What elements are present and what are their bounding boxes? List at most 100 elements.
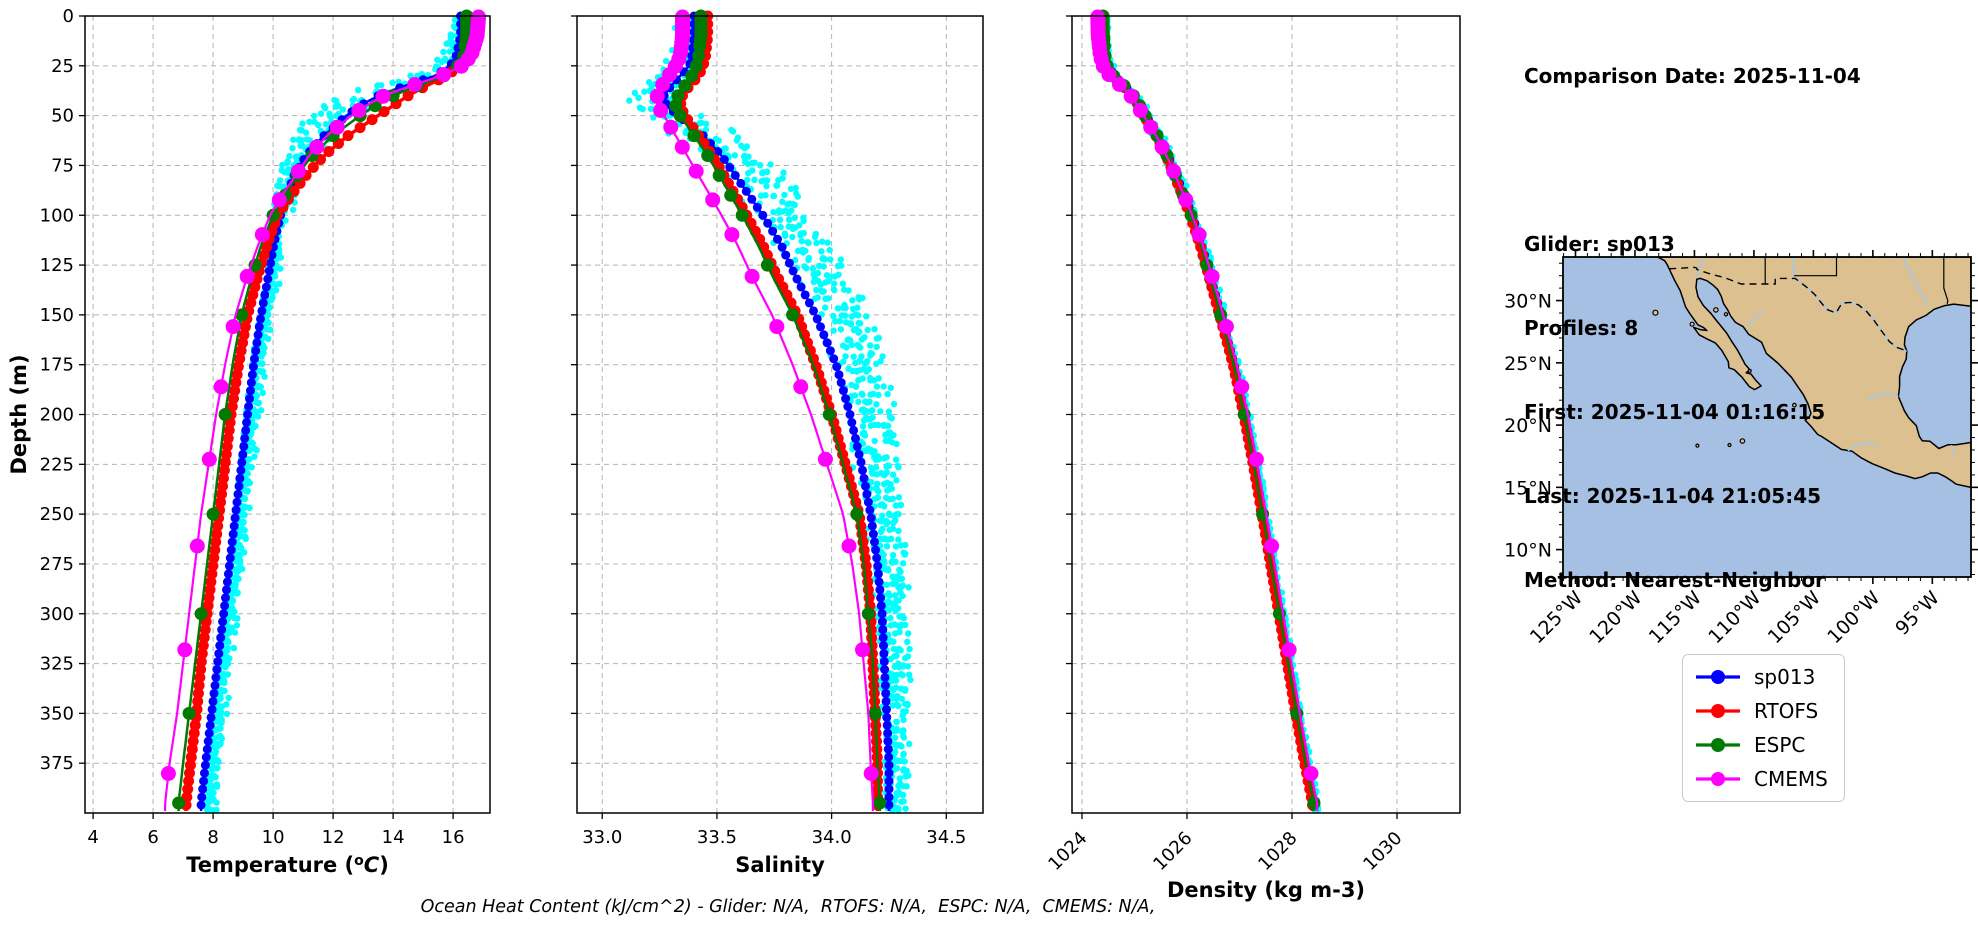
scatter-point <box>860 417 868 424</box>
sp013-marker <box>228 529 238 539</box>
CMEMS-marker <box>177 642 193 658</box>
scatter-point <box>779 198 786 205</box>
scatter-point <box>897 623 904 630</box>
scatter-point <box>835 271 842 278</box>
sp013-marker <box>222 577 232 587</box>
sp013-marker <box>200 760 210 770</box>
sp013-marker <box>849 425 859 435</box>
scatter-point <box>767 161 774 168</box>
CMEMS-marker <box>1303 766 1319 781</box>
ESPC-marker <box>822 408 836 421</box>
scatter-point <box>839 280 847 287</box>
sp013-series <box>1099 11 1318 811</box>
sp013-marker <box>202 744 212 754</box>
island <box>1747 368 1752 373</box>
scatter-point <box>284 159 291 166</box>
scatter-point <box>872 464 880 471</box>
y-axis-label: Depth (m) <box>7 354 31 474</box>
y-tick-label: 300 <box>40 604 74 625</box>
scatter-point <box>231 614 238 622</box>
sp013-legend-marker-icon <box>1696 670 1740 684</box>
CMEMS-marker <box>688 163 704 179</box>
scatter-point <box>842 312 849 319</box>
sp013-marker <box>248 362 258 372</box>
scatter-point <box>320 102 328 110</box>
sp013-marker <box>238 449 248 459</box>
scatter-point <box>896 742 904 749</box>
scatter-point <box>891 599 899 607</box>
ESPC-marker <box>194 607 208 621</box>
y-tick-label: 50 <box>51 106 74 127</box>
RTOFS-marker <box>219 456 231 468</box>
scatter-point <box>882 494 890 501</box>
scatter-point <box>697 112 705 120</box>
legend-label: ESPC <box>1754 733 1806 757</box>
ESPC-marker <box>712 168 726 182</box>
scatter-point <box>880 422 887 429</box>
scatter-point <box>299 120 306 127</box>
sp013-marker <box>209 688 219 698</box>
scatter-point <box>244 477 252 484</box>
sp013-marker <box>747 194 757 204</box>
scatter-point <box>875 375 882 382</box>
island <box>1689 321 1695 327</box>
CMEMS-marker <box>1248 451 1264 467</box>
scatter-point <box>834 305 842 312</box>
scatter-point <box>887 614 894 622</box>
scatter-point <box>892 684 900 691</box>
scatter-point <box>339 106 347 113</box>
y-tick-label: 150 <box>40 305 74 326</box>
scatter-point <box>237 551 244 558</box>
sp013-marker <box>214 649 224 659</box>
RTOFS-marker <box>183 775 195 787</box>
scatter-point <box>763 182 770 190</box>
CMEMS-marker <box>1264 538 1280 554</box>
sp013-marker <box>788 266 798 276</box>
x-tick-label: 1024 <box>1044 828 1091 875</box>
scatter-point <box>898 798 905 805</box>
scatter-point <box>883 581 890 588</box>
scatter-point <box>350 95 357 103</box>
scatter-point <box>906 645 913 653</box>
sp013-marker <box>812 314 822 324</box>
legend-item-ESPC: ESPC <box>1694 732 1828 758</box>
scatter-point <box>434 56 441 63</box>
sp013-marker <box>235 473 245 483</box>
scatter-point <box>298 127 305 134</box>
scatter-point <box>738 142 745 149</box>
sp013-marker <box>211 673 221 682</box>
sp013-marker <box>841 394 851 404</box>
scatter-point <box>861 360 869 367</box>
scatter-point <box>774 182 781 189</box>
sp013-marker <box>260 290 270 300</box>
sp013-marker <box>865 505 875 515</box>
scatter-point <box>879 353 886 360</box>
scatter-point <box>871 437 878 445</box>
sp013-marker <box>879 657 889 667</box>
scatter-point <box>840 358 847 365</box>
scatter-point <box>834 262 842 270</box>
legend-label: CMEMS <box>1754 767 1828 791</box>
sp013-marker <box>196 800 206 810</box>
sp013-marker <box>245 394 254 404</box>
scatter-point <box>895 536 902 543</box>
glider-id-text: Glider: sp013 <box>1524 232 1675 256</box>
scatter-point <box>813 286 820 294</box>
scatter-point <box>770 192 777 200</box>
sp013-marker <box>884 800 894 810</box>
CMEMS-marker <box>705 192 721 208</box>
scatter-point <box>209 790 216 797</box>
scatter-point <box>885 429 892 437</box>
scatter-point <box>849 305 857 313</box>
scatter-point <box>780 169 787 176</box>
scatter-point <box>246 456 253 463</box>
y-tick-label: 350 <box>40 703 74 724</box>
scatter-point <box>822 304 829 311</box>
river <box>1950 444 1955 456</box>
scatter-point <box>801 263 808 270</box>
y-tick-label: 125 <box>40 255 74 276</box>
CMEMS-marker <box>271 192 287 208</box>
y-tick-label: 275 <box>40 554 74 575</box>
CMEMS-marker <box>309 139 325 155</box>
CMEMS-marker <box>793 379 809 395</box>
